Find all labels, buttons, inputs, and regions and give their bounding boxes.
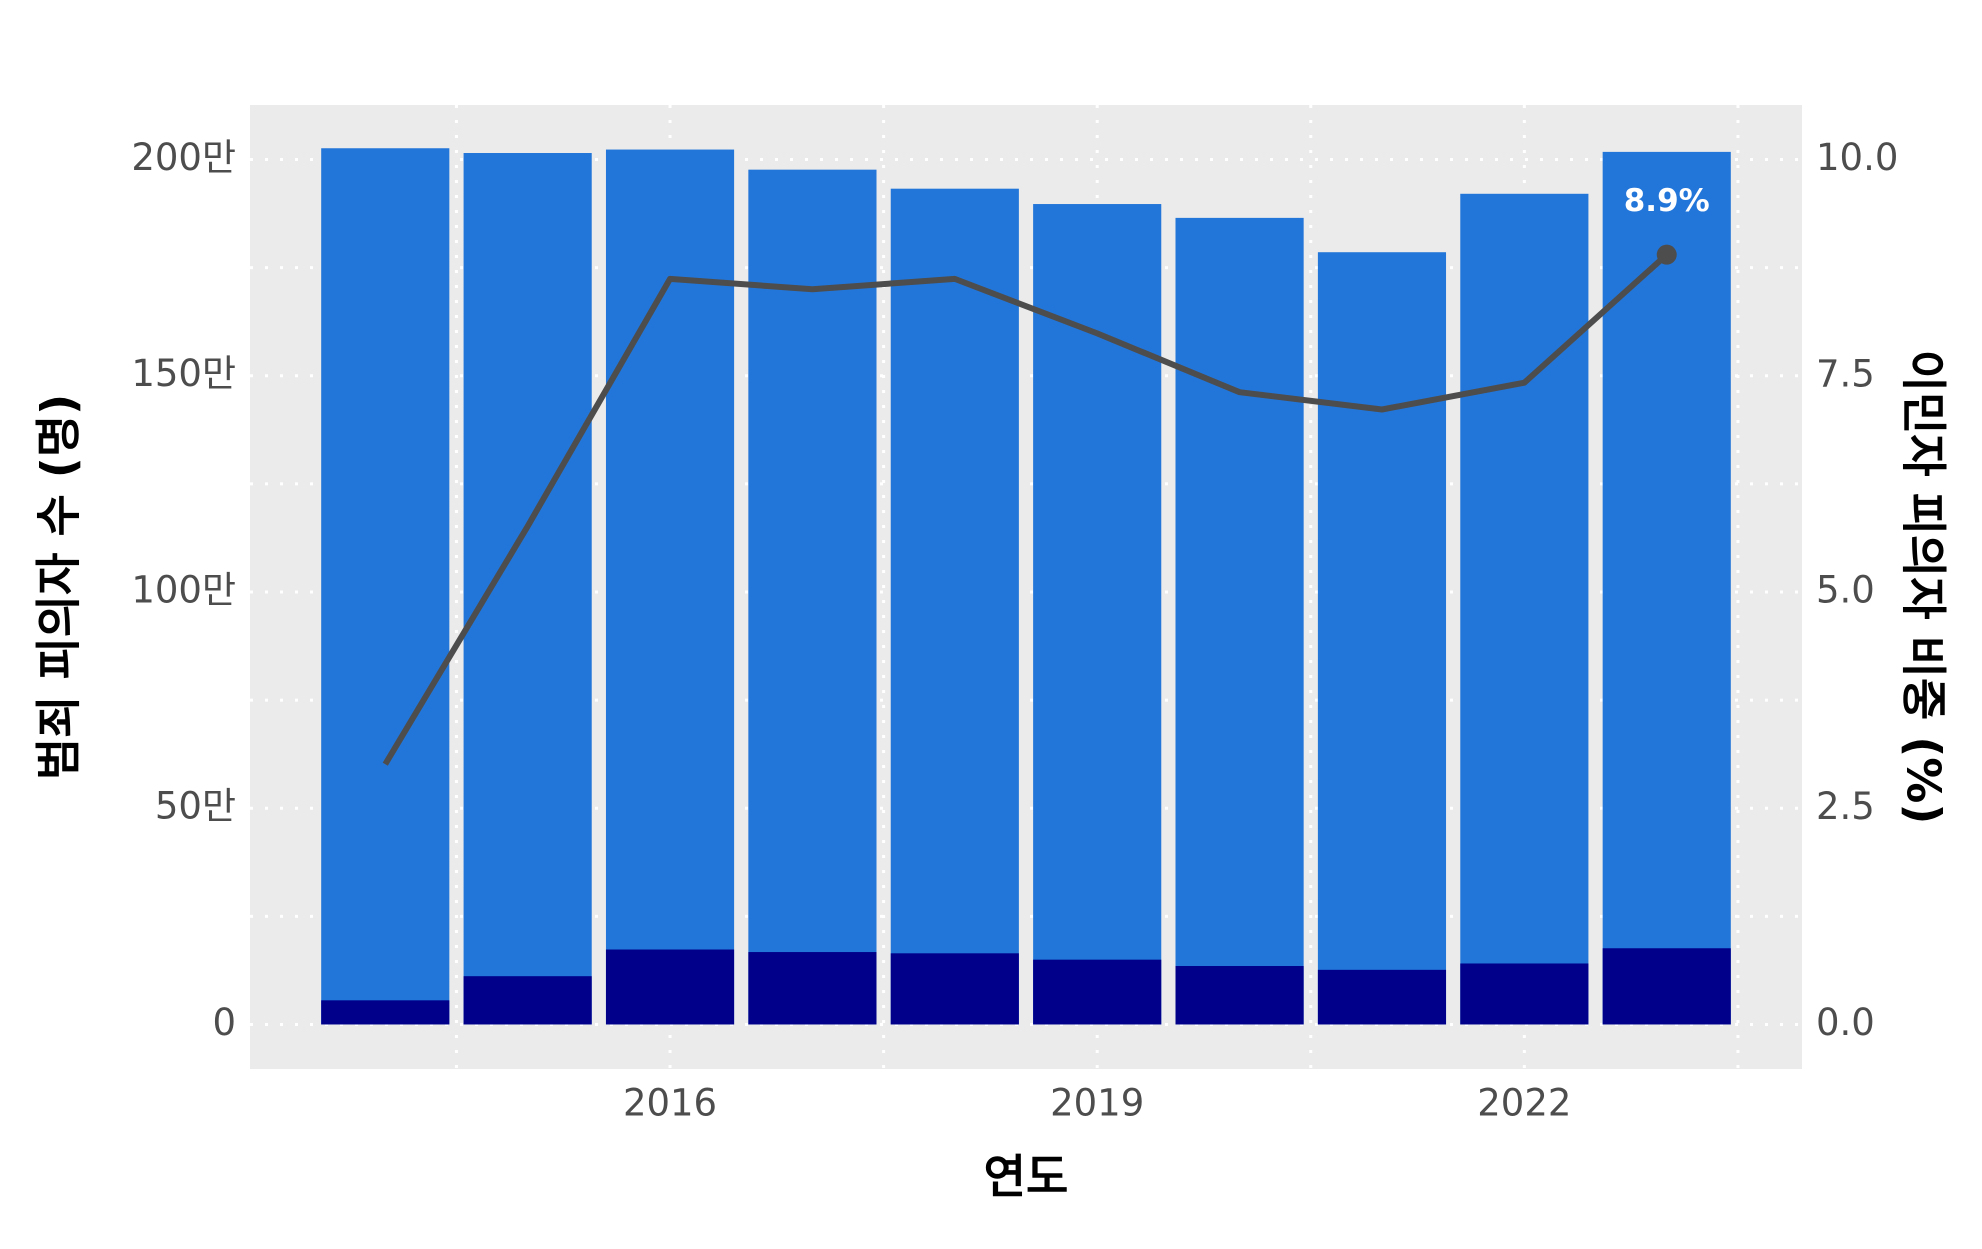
bar [1460, 193, 1589, 1025]
y-tick-label: 0 [212, 1001, 236, 1044]
bar [605, 149, 735, 1025]
bar [463, 976, 592, 1025]
bar [890, 188, 1019, 1025]
bar [463, 153, 592, 1025]
y-tick-label: 150만 [131, 352, 236, 395]
y2-tick-label: 0.0 [1816, 1001, 1875, 1044]
bar [321, 1000, 450, 1025]
x-tick-label: 2019 [1050, 1082, 1144, 1125]
y-tick-label: 200만 [131, 136, 236, 179]
x-tick-label: 2022 [1477, 1082, 1571, 1125]
bar [890, 953, 1019, 1025]
bar [1317, 969, 1447, 1025]
bar [321, 148, 450, 1025]
bar [605, 949, 735, 1025]
bar [1602, 948, 1731, 1025]
bar [748, 952, 877, 1025]
bar [1460, 963, 1589, 1025]
x-axis-title: 연도 [984, 1150, 1069, 1204]
bar [1033, 204, 1162, 1025]
y2-tick-label: 2.5 [1816, 785, 1875, 828]
line [382, 252, 1669, 766]
y2-tick-label: 10.0 [1816, 136, 1898, 179]
y-axis-title: 범죄 피의자 수 (명) [32, 394, 86, 780]
bar [748, 169, 877, 1025]
x-tick-label: 2016 [623, 1082, 717, 1125]
y-tick-label: 100만 [131, 568, 236, 611]
y2-tick-label: 5.0 [1816, 569, 1875, 612]
point [1656, 244, 1677, 265]
bar [1033, 959, 1162, 1025]
bar [1602, 151, 1731, 1025]
y2-tick-label: 7.5 [1816, 352, 1875, 395]
bar [1175, 966, 1304, 1025]
value-label: 8.9% [1624, 183, 1710, 219]
y-tick-label: 50만 [155, 785, 236, 828]
bar [1317, 252, 1447, 1025]
y2-axis-title: 이민자 피의자 비중 (%) [1897, 350, 1951, 825]
bar [1175, 217, 1304, 1025]
